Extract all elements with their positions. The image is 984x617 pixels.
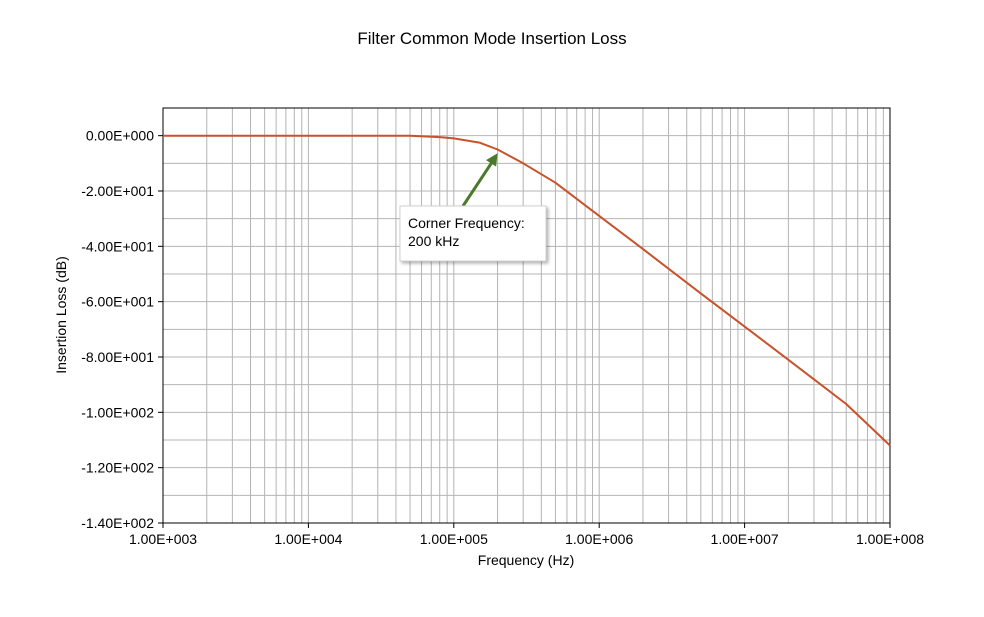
x-tick-label: 1.00E+007 <box>711 531 779 547</box>
y-axis-ticks: 0.00E+000 -2.00E+001 -4.00E+001 -6.00E+001 -… <box>81 128 163 531</box>
x-tick-label: 1.00E+004 <box>274 531 342 547</box>
x-tick-label: 1.00E+005 <box>420 531 488 547</box>
y-tick-label: -4.00E+001 <box>81 238 154 254</box>
y-tick-label: 0.00E+000 <box>86 128 154 144</box>
x-tick-label: 1.00E+006 <box>565 531 633 547</box>
y-tick-label: -1.00E+002 <box>81 404 154 420</box>
y-tick-label: -2.00E+001 <box>81 183 154 199</box>
x-axis-ticks: 1.00E+003 1.00E+004 1.00E+005 1.00E+006 1.00… <box>129 523 924 547</box>
x-tick-label: 1.00E+003 <box>129 531 197 547</box>
y-tick-label: -1.40E+002 <box>81 515 154 531</box>
y-tick-label: -6.00E+001 <box>81 294 154 310</box>
x-axis-label: Frequency (Hz) <box>478 552 574 568</box>
y-tick-label: -8.00E+001 <box>81 349 154 365</box>
annotation-layer: Corner Frequency: 200 kHz <box>399 153 547 262</box>
plot-area-border <box>162 107 891 524</box>
callout-arrow-head <box>486 153 498 167</box>
y-tick-label: -1.20E+002 <box>81 460 154 476</box>
y-axis-label: Insertion Loss (dB) <box>53 256 69 374</box>
callout-text-line: 200 kHz <box>408 233 459 249</box>
grid <box>162 107 890 524</box>
callout-box <box>399 205 547 262</box>
series-layer <box>163 134 891 447</box>
chart-title: Filter Common Mode Insertion Loss <box>357 29 626 48</box>
callout-arrow-line <box>461 157 496 207</box>
series-line-0 <box>163 134 891 447</box>
callout-text-line: Corner Frequency: <box>408 215 525 231</box>
x-tick-label: 1.00E+008 <box>856 531 924 547</box>
